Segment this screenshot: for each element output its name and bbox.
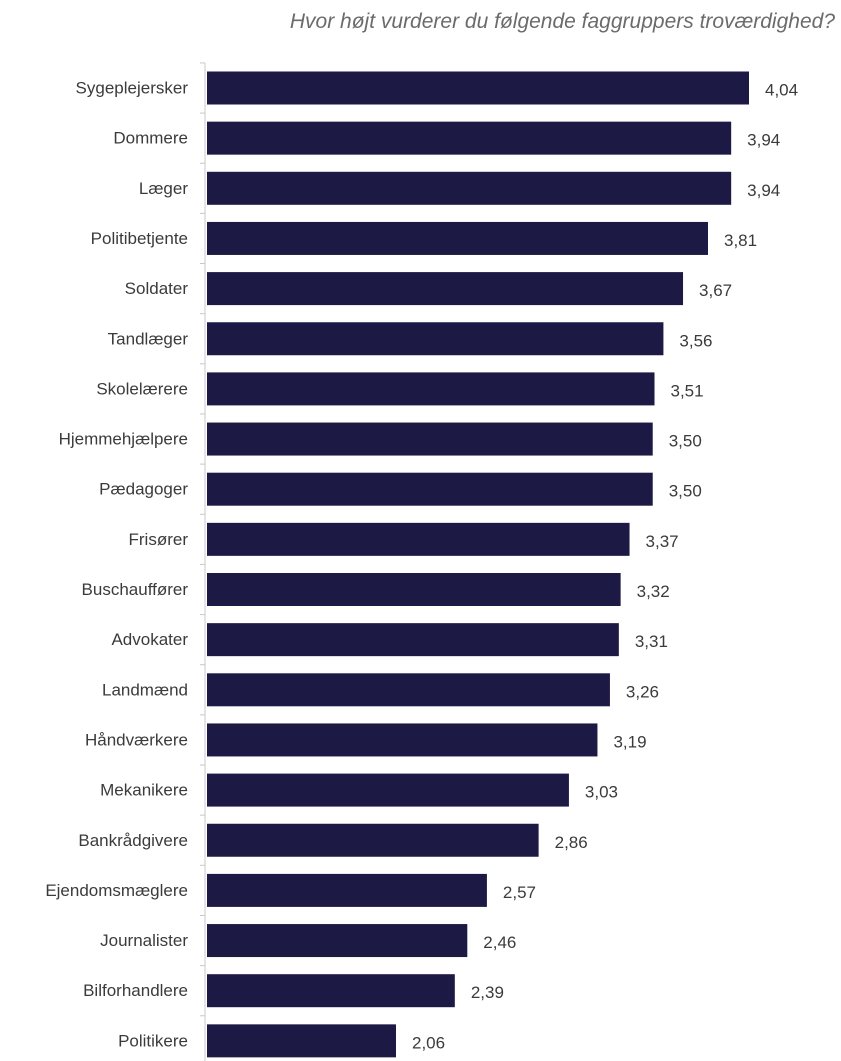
bar	[207, 623, 619, 657]
category-label: Buschauffører	[82, 580, 189, 599]
bar	[207, 924, 468, 958]
category-label: Tandlæger	[108, 329, 189, 348]
bar	[207, 573, 621, 606]
value-label: 3,94	[747, 181, 780, 200]
value-label: 4,04	[765, 81, 798, 100]
bar	[207, 121, 732, 155]
category-label: Landmænd	[102, 680, 188, 699]
bar	[207, 723, 598, 757]
value-label: 2,39	[471, 983, 504, 1002]
bar	[207, 372, 655, 406]
value-label: 3,94	[747, 131, 780, 150]
category-label: Ejendomsmæglere	[45, 881, 188, 900]
bar	[207, 322, 664, 356]
bar	[207, 823, 539, 857]
value-label: 3,32	[637, 582, 670, 601]
category-label: Frisører	[129, 530, 189, 549]
value-label: 3,51	[671, 381, 704, 400]
value-label: 3,67	[699, 281, 732, 300]
value-label: 3,31	[635, 632, 668, 651]
value-label: 3,37	[646, 532, 679, 551]
value-label: 3,19	[613, 732, 646, 751]
value-label: 2,06	[412, 1033, 445, 1052]
category-label: Læger	[139, 179, 188, 198]
value-label: 2,46	[483, 933, 516, 952]
value-label: 3,50	[669, 432, 702, 451]
bar	[207, 71, 749, 105]
category-label: Skolelærere	[96, 379, 188, 398]
category-label: Pædagoger	[99, 480, 188, 499]
bar	[207, 171, 732, 205]
bar	[207, 522, 630, 556]
category-label: Journalister	[100, 931, 188, 950]
category-label: Politibetjente	[91, 229, 188, 248]
bar	[207, 272, 684, 306]
category-label: Hjemmehjælpere	[59, 430, 188, 449]
category-label: Advokater	[111, 630, 188, 649]
bar	[207, 773, 569, 807]
value-label: 3,56	[679, 331, 712, 350]
category-label: Håndværkere	[85, 730, 188, 749]
value-label: 3,50	[669, 482, 702, 501]
category-label: Soldater	[125, 279, 189, 298]
category-label: Mekanikere	[100, 781, 188, 800]
value-label: 3,03	[585, 783, 618, 802]
value-label: 3,81	[724, 231, 757, 250]
category-label: Dommere	[113, 129, 188, 148]
chart-title: Hvor højt vurderer du følgende faggruppe…	[289, 10, 835, 33]
value-label: 2,86	[555, 833, 588, 852]
category-label: Bankrådgivere	[78, 831, 188, 850]
bar	[207, 422, 653, 456]
bar	[207, 472, 653, 506]
value-label: 3,26	[626, 682, 659, 701]
category-label: Sygeplejersker	[76, 79, 189, 98]
bar	[207, 873, 487, 907]
bar	[207, 673, 610, 707]
value-label: 2,57	[503, 883, 536, 902]
category-label: Bilforhandlere	[83, 981, 188, 1000]
category-label: Politikere	[118, 1031, 188, 1050]
bar	[207, 974, 455, 1008]
bar	[207, 221, 708, 255]
bar	[207, 1024, 396, 1058]
